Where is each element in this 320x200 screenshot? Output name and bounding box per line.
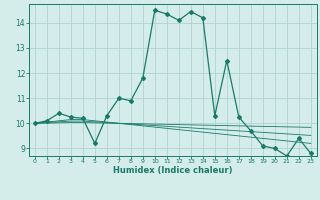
X-axis label: Humidex (Indice chaleur): Humidex (Indice chaleur)	[113, 166, 233, 175]
